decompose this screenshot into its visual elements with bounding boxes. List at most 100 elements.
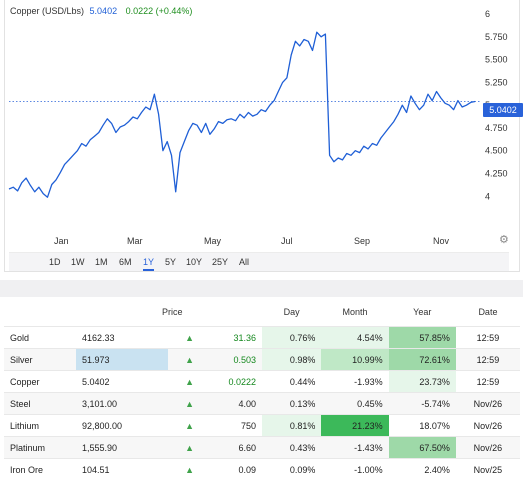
change-cell: 0.0222: [200, 370, 262, 393]
gear-icon[interactable]: ⚙: [499, 234, 509, 246]
header-price: Price: [162, 306, 183, 317]
date-cell: Nov/25: [455, 458, 520, 480]
date-cell: 12:59: [455, 348, 520, 371]
current-price-tag: 5.0402: [483, 103, 523, 117]
price-chart-panel[interactable]: 65.7505.5005.25054.7504.5004.2504JanMarM…: [4, 0, 523, 272]
x-tick-label: Jul: [281, 236, 293, 246]
commodities-table: Price Day Month Year Date Gold 4162.33 ▲ 31…: [4, 297, 520, 480]
range-button-5y[interactable]: 5Y: [165, 257, 177, 267]
commodity-name: Iron Ore: [4, 458, 76, 480]
y-tick-label: 5.250: [485, 77, 508, 87]
y-tick-label: 4.750: [485, 123, 508, 133]
up-arrow-icon: ▲: [168, 458, 200, 480]
month-change-cell: 10.99%: [321, 348, 389, 371]
table-row[interactable]: Lithium 92,800.00 ▲ 750 0.81% 21.23% 18.07% Nov…: [4, 414, 520, 437]
range-button-25y[interactable]: 25Y: [212, 257, 229, 267]
copper-price-line: [8, 31, 476, 198]
price-cell: 104.51: [76, 458, 168, 480]
header-month: Month: [342, 306, 368, 317]
price-cell: 1,555.90: [76, 436, 168, 459]
commodity-name: Gold: [4, 326, 76, 349]
table-row[interactable]: Silver 51.973 ▲ 0.503 0.98% 10.99% 72.61% 12:59: [4, 348, 520, 371]
price-chart[interactable]: 65.7505.5005.25054.7504.5004.2504JanMarM…: [5, 0, 521, 252]
day-change-cell: 0.09%: [262, 458, 322, 480]
range-selector: 1D 1W 1M 6M 1Y 5Y 10Y 25Y All: [9, 252, 509, 271]
chart-title: Copper (USD/Lbs) 5.0402 0.0222 (+0.44%): [10, 6, 192, 16]
header-year: Year: [413, 306, 432, 317]
change-cell: 4.00: [200, 392, 262, 415]
year-change-cell: 18.07%: [388, 414, 456, 437]
instrument-name: Copper (USD/Lbs): [10, 6, 85, 16]
range-button-1m[interactable]: 1M: [95, 257, 108, 267]
range-button-all[interactable]: All: [239, 257, 250, 267]
up-arrow-icon: ▲: [168, 370, 200, 393]
year-change-cell: -5.74%: [388, 392, 456, 415]
price-cell: 92,800.00: [76, 414, 168, 437]
commodity-name: Lithium: [4, 414, 76, 437]
month-change-cell: -1.43%: [321, 436, 389, 459]
y-tick-label: 6: [485, 9, 490, 19]
y-tick-label: 5.750: [485, 32, 508, 42]
table-row[interactable]: Copper 5.0402 ▲ 0.0222 0.44% -1.93% 23.73% 12:5…: [4, 370, 520, 393]
date-cell: Nov/26: [455, 436, 520, 459]
year-change-cell: 72.61%: [388, 348, 456, 371]
price-cell: 3,101.00: [76, 392, 168, 415]
x-tick-label: Sep: [354, 236, 370, 246]
y-tick-label: 5.500: [485, 55, 508, 65]
commodity-name: Platinum: [4, 436, 76, 459]
price-cell: 4162.33: [76, 326, 168, 349]
y-tick-label: 4.250: [485, 169, 508, 179]
range-button-1y[interactable]: 1Y: [143, 256, 155, 271]
year-change-cell: 23.73%: [388, 370, 456, 393]
change-cell: 0.503: [200, 348, 262, 371]
change-cell: 750: [200, 414, 262, 437]
y-tick-label: 4: [485, 191, 490, 201]
day-change-cell: 0.43%: [262, 436, 322, 459]
x-tick-label: Nov: [433, 236, 450, 246]
table-header-row: Price Day Month Year Date: [4, 297, 520, 327]
month-change-cell: 0.45%: [321, 392, 389, 415]
range-button-1w[interactable]: 1W: [71, 257, 85, 267]
month-change-cell: 4.54%: [321, 326, 389, 349]
day-change-cell: 0.76%: [262, 326, 322, 349]
instrument-value: 5.0402: [89, 6, 118, 16]
month-change-cell: -1.93%: [321, 370, 389, 393]
change-cell: 0.09: [200, 458, 262, 480]
header-day: Day: [283, 306, 300, 317]
up-arrow-icon: ▲: [168, 392, 200, 415]
commodity-name: Copper: [4, 370, 76, 393]
x-tick-label: May: [204, 236, 222, 246]
date-cell: Nov/26: [455, 414, 520, 437]
day-change-cell: 0.13%: [262, 392, 322, 415]
range-button-6m[interactable]: 6M: [119, 257, 132, 267]
date-cell: 12:59: [455, 370, 520, 393]
x-tick-label: Mar: [127, 236, 143, 246]
range-button-1d[interactable]: 1D: [49, 257, 61, 267]
year-change-cell: 67.50%: [388, 436, 456, 459]
price-cell: 51.973: [76, 348, 168, 371]
table-row[interactable]: Gold 4162.33 ▲ 31.36 0.76% 4.54% 57.85% 12:59: [4, 326, 520, 349]
up-arrow-icon: ▲: [168, 436, 200, 459]
range-button-10y[interactable]: 10Y: [186, 257, 203, 267]
date-cell: Nov/26: [455, 392, 520, 415]
up-arrow-icon: ▲: [168, 348, 200, 371]
change-cell: 31.36: [200, 326, 262, 349]
day-change-cell: 0.44%: [262, 370, 322, 393]
year-change-cell: 2.40%: [388, 458, 456, 480]
table-row[interactable]: Steel 3,101.00 ▲ 4.00 0.13% 0.45% -5.74% Nov/26: [4, 392, 520, 415]
table-row[interactable]: Platinum 1,555.90 ▲ 6.60 0.43% -1.43% 67.50% No…: [4, 436, 520, 459]
date-cell: 12:59: [455, 326, 520, 349]
table-row[interactable]: Iron Ore 104.51 ▲ 0.09 0.09% -1.00% 2.40% Nov/2…: [4, 458, 520, 480]
x-tick-label: Jan: [54, 236, 69, 246]
section-divider: [0, 280, 523, 297]
month-change-cell: 21.23%: [321, 414, 389, 437]
commodity-name: Silver: [4, 348, 76, 371]
up-arrow-icon: ▲: [168, 326, 200, 349]
up-arrow-icon: ▲: [168, 414, 200, 437]
day-change-cell: 0.81%: [262, 414, 322, 437]
instrument-change: 0.0222 (+0.44%): [125, 6, 193, 16]
month-change-cell: -1.00%: [321, 458, 389, 480]
y-tick-label: 4.500: [485, 146, 508, 156]
commodity-name: Steel: [4, 392, 76, 415]
header-date: Date: [478, 306, 498, 317]
